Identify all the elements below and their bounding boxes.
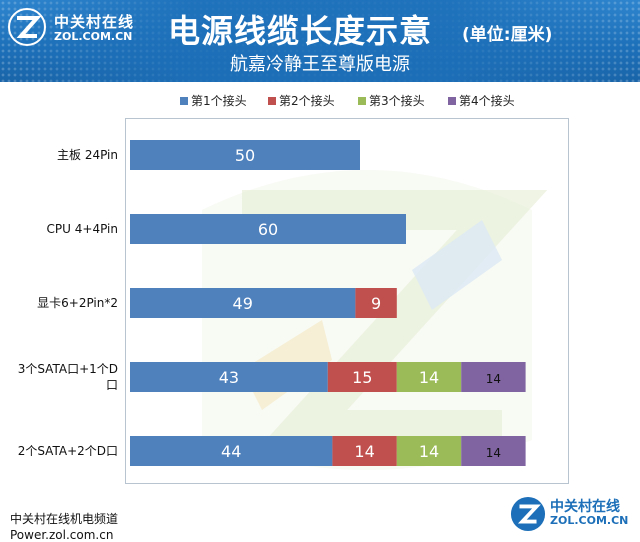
bar-data-label: 14 (486, 446, 501, 460)
footer-logo-icon (510, 496, 546, 532)
legend-swatch (180, 97, 188, 105)
bar-data-label: 50 (235, 146, 255, 165)
legend-swatch (358, 97, 366, 105)
bar-data-labels: 50 60 49 9 43 15 14 14 44 14 14 14 (219, 146, 501, 461)
bar-segment (461, 436, 526, 466)
logo-chinese: 中关村在线 (54, 13, 135, 31)
bar-data-label: 43 (219, 368, 239, 387)
legend-swatch (448, 97, 456, 105)
footer-logo-english: ZOL.COM.CN (550, 514, 629, 527)
bar-data-label: 14 (486, 372, 501, 386)
bar-data-label: 14 (419, 368, 439, 387)
bar-segment (130, 436, 333, 466)
category-label: 3个SATA口+1个D 口 (18, 362, 118, 392)
logo-english: ZOL.COM.CN (54, 30, 133, 43)
footer-site[interactable]: Power.zol.com.cn (10, 528, 114, 542)
bar-segment (130, 214, 406, 244)
bar-data-label: 14 (419, 442, 439, 461)
bar-segment (355, 288, 397, 318)
category-label: CPU 4+4Pin (47, 222, 118, 236)
title-unit: (单位:厘米) (462, 25, 553, 45)
bar-segment (327, 362, 397, 392)
bar-data-label: 9 (371, 294, 381, 313)
legend-label: 第1个接头 (191, 94, 247, 108)
category-labels: 主板 24Pin CPU 4+4Pin 显卡6+2Pin*2 3个SATA口+1个D 口… (18, 148, 118, 458)
category-label: 主板 24Pin (57, 148, 118, 162)
bar-data-label: 15 (352, 368, 372, 387)
bar-data-label: 44 (221, 442, 241, 461)
bar-segment (130, 362, 328, 392)
legend-label: 第2个接头 (279, 94, 335, 108)
footer-zol-logo[interactable]: 中关村在线 ZOL.COM.CN (510, 494, 630, 534)
bar-data-label: 14 (354, 442, 374, 461)
zol-logo[interactable]: 中关村在线 ZOL.COM.CN (8, 8, 148, 48)
header-shade (0, 0, 640, 82)
zol-logo-icon (8, 8, 46, 46)
legend-swatch (268, 97, 276, 105)
legend-item: 第3个接头 (358, 92, 425, 110)
bar-segment (130, 288, 356, 318)
bar-data-label: 49 (233, 294, 253, 313)
footer-channel: 中关村在线机电频道 (10, 512, 119, 526)
zol-watermark-icon (202, 170, 548, 470)
legend-item: 第2个接头 (268, 92, 335, 110)
legend-label: 第3个接头 (369, 94, 425, 108)
bar-segment (130, 140, 360, 170)
plot-area-frame (125, 118, 569, 484)
category-label: 2个SATA+2个D口 (18, 444, 118, 458)
bar-segment (332, 436, 397, 466)
header-banner: 中关村在线 ZOL.COM.CN 电源线缆长度示意 (单位:厘米) 航嘉冷静王至… (0, 0, 640, 82)
bar-segment (396, 436, 462, 466)
legend-label: 第4个接头 (459, 94, 515, 108)
category-label: 显卡6+2Pin*2 (37, 296, 118, 310)
page-title: 电源线缆长度示意 (168, 12, 433, 50)
bar-segment (461, 362, 526, 392)
legend-item: 第4个接头 (448, 92, 515, 110)
page-subtitle: 航嘉冷静王至尊版电源 (230, 54, 410, 75)
legend-item: 第1个接头 (180, 92, 247, 110)
chart-legend: 第1个接头 第2个接头 第3个接头 第4个接头 (0, 92, 640, 110)
bar-data-label: 60 (258, 220, 278, 239)
bar-segment (396, 362, 462, 392)
bar-segments (130, 140, 526, 466)
footer-logo-chinese: 中关村在线 (550, 499, 620, 515)
